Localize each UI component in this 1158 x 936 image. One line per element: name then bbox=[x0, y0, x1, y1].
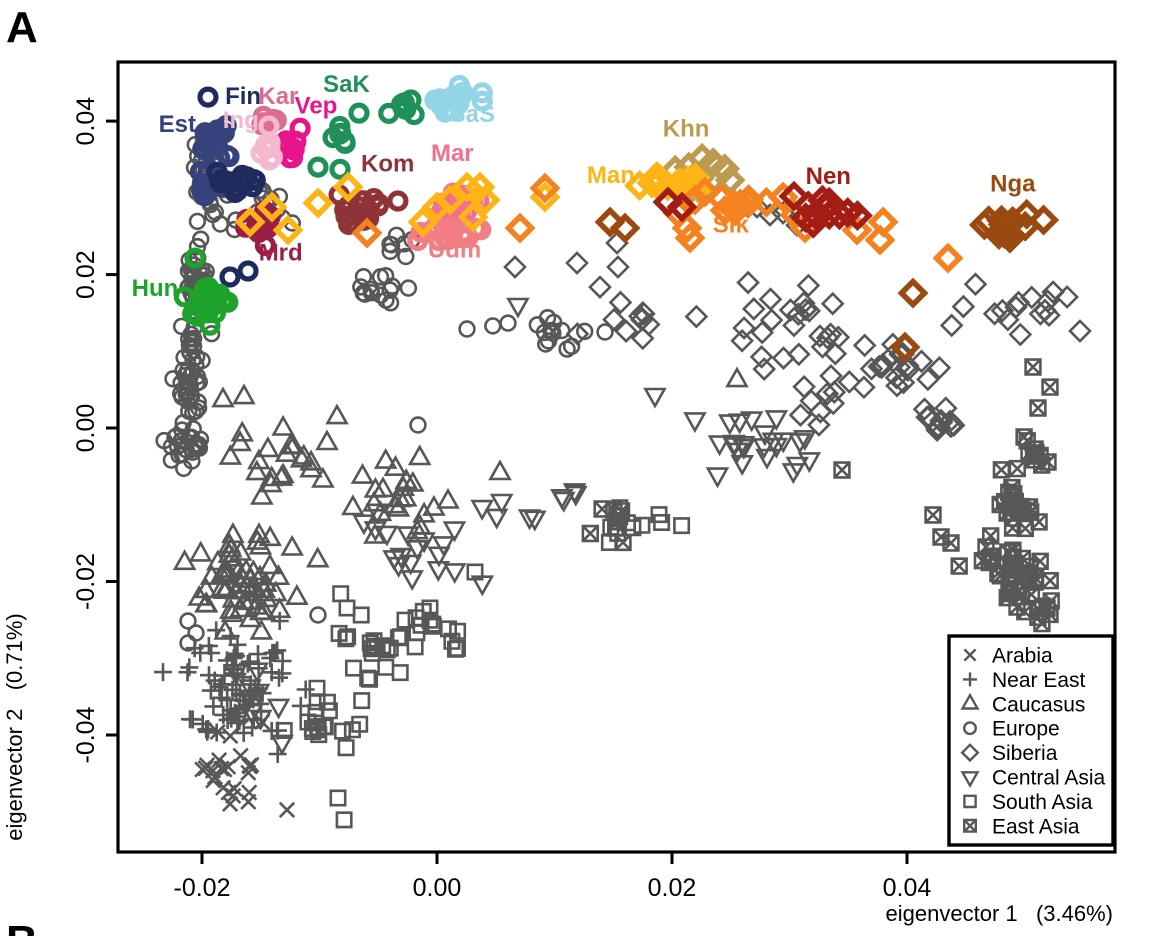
legend-symbol-diamond-icon bbox=[960, 743, 980, 763]
legend-symbol-x-icon bbox=[963, 648, 977, 662]
legend-symbol-circle-icon bbox=[963, 721, 977, 736]
cluster-label-mar: Mar bbox=[431, 140, 474, 167]
legend-symbol-triangle-icon bbox=[960, 692, 980, 710]
cluster-label-kom: Kom bbox=[361, 151, 414, 178]
legend-label-arabia: Arabia bbox=[992, 645, 1053, 668]
legend-label-east-asia: East Asia bbox=[992, 815, 1080, 838]
panel-label-a: A bbox=[6, 3, 38, 52]
cluster-label-nga: Nga bbox=[990, 171, 1036, 198]
legend-symbol-triangle-down-icon bbox=[960, 771, 980, 789]
x-tick-label: 0.02 bbox=[648, 874, 697, 902]
cluster-label-mrd: Mrd bbox=[259, 240, 303, 267]
series-nga bbox=[594, 198, 1060, 363]
series-slk bbox=[351, 172, 964, 274]
cluster-label-man: Man bbox=[587, 162, 635, 189]
series-siberia bbox=[503, 195, 1092, 442]
series-vep bbox=[270, 117, 311, 169]
x-tick-label: 0.04 bbox=[883, 874, 932, 902]
series-eastasia bbox=[581, 358, 1060, 633]
series-man bbox=[234, 161, 715, 246]
cluster-label-slk: Slk bbox=[713, 211, 750, 238]
legend-label-near-east: Near East bbox=[992, 669, 1086, 692]
legend-symbol-square-icon bbox=[963, 794, 977, 809]
y-tick-label: 0.04 bbox=[72, 97, 100, 146]
x-axis-label: eigenvector 1 (3.46%) bbox=[886, 901, 1113, 926]
y-axis-label: eigenvector 2 (0.71%) bbox=[2, 613, 27, 840]
cluster-label-sak: SaK bbox=[323, 71, 370, 98]
series-nen bbox=[652, 180, 873, 239]
series-sas bbox=[424, 74, 493, 123]
legend-label-europe: Europe bbox=[992, 718, 1060, 741]
series-udm bbox=[407, 215, 492, 252]
cluster-label-khn: Khn bbox=[663, 115, 710, 142]
x-tick-label: 0.00 bbox=[413, 874, 462, 902]
x-tick-label: -0.02 bbox=[174, 874, 231, 902]
cluster-label-kar: Kar bbox=[258, 83, 298, 110]
legend-symbol-plus-icon bbox=[963, 672, 977, 687]
series-fin bbox=[197, 86, 266, 288]
series-sak bbox=[307, 89, 425, 180]
series-centralasia bbox=[224, 297, 822, 756]
legend-label-south-asia: South Asia bbox=[992, 791, 1093, 814]
cluster-label-vep: Vep bbox=[295, 92, 338, 119]
series-caucasus bbox=[172, 366, 749, 640]
y-tick-label: -0.02 bbox=[72, 553, 100, 610]
data-points-layer bbox=[154, 74, 1092, 829]
y-tick-label: 0.00 bbox=[72, 404, 100, 453]
cluster-label-udm: Udm bbox=[428, 237, 481, 264]
legend-label-caucasus: Caucasus bbox=[992, 693, 1085, 716]
y-tick-label: 0.02 bbox=[72, 250, 100, 299]
y-tick-label: -0.04 bbox=[72, 706, 100, 763]
cluster-label-sas: SaS bbox=[450, 101, 495, 128]
series-ing bbox=[250, 115, 284, 171]
series-kom bbox=[328, 184, 409, 235]
series-southasia bbox=[275, 499, 691, 829]
cluster-label-nen: Nen bbox=[806, 163, 851, 190]
cluster-label-ing: Ing bbox=[223, 107, 259, 134]
cluster-label-fin: Fin bbox=[225, 83, 261, 110]
panel-label-b: B bbox=[6, 917, 38, 936]
legend-label-central-asia: Central Asia bbox=[992, 767, 1106, 790]
legend-symbol-square-x-icon bbox=[963, 818, 977, 833]
series-hun bbox=[173, 247, 239, 336]
legend-label-siberia: Siberia bbox=[992, 742, 1058, 765]
cluster-label-hun: Hun bbox=[132, 275, 179, 302]
axes: -0.02 0.00 0.02 0.04 0.04 0.02 0.00 -0.02 -0.04 bbox=[72, 97, 931, 902]
plot-border bbox=[116, 60, 1117, 854]
cluster-label-est: Est bbox=[159, 111, 196, 138]
